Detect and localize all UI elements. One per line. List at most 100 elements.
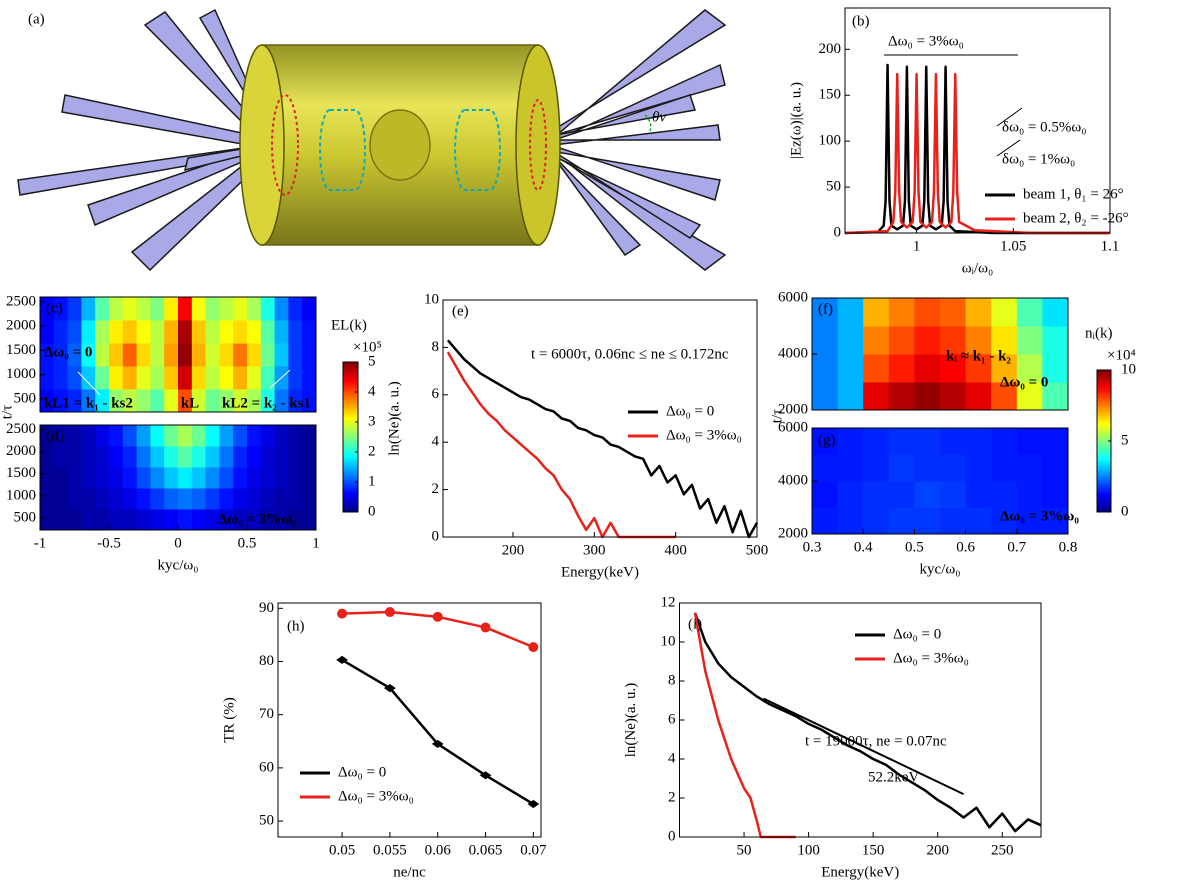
heat-cell	[812, 507, 839, 535]
annotation: kL2 = k₂ - ks1	[222, 395, 311, 411]
annotation: Δω₀ = 3%ω₀	[1000, 508, 1079, 524]
heat-cell	[863, 507, 890, 535]
heat-cell	[837, 454, 864, 482]
annotation: kL	[181, 395, 199, 411]
heat-cell	[914, 481, 941, 508]
heat-cell	[67, 389, 82, 413]
heat-cell	[40, 488, 55, 510]
heat-cell	[81, 467, 96, 489]
heat-cell	[940, 382, 967, 411]
colorbar-step	[343, 387, 358, 390]
heat-cell	[150, 488, 165, 510]
colorbar-step	[1097, 436, 1111, 440]
heat-cell	[260, 366, 276, 390]
y-tick-label: 2000	[778, 401, 808, 417]
colorbar-step	[343, 487, 358, 490]
colorbar-step	[343, 422, 358, 425]
legend-label: Δω₀ = 0	[338, 764, 386, 780]
colorbar-step	[343, 419, 358, 423]
arrow	[269, 369, 291, 389]
heat-cell	[288, 509, 303, 531]
heat-cell	[812, 326, 839, 355]
heat-cell	[991, 382, 1018, 411]
heat-cell	[164, 389, 179, 413]
heat-cell	[40, 297, 55, 321]
heat-cell	[219, 366, 234, 390]
heat-cell	[95, 425, 110, 447]
heat-cell	[219, 320, 234, 344]
colorbar-step	[1097, 455, 1111, 459]
heat-cell	[136, 509, 151, 531]
y-tick-label: 4000	[778, 472, 808, 488]
heat-cell	[164, 320, 179, 344]
colorbar-step	[343, 382, 358, 385]
y-tick-label: 50	[826, 179, 841, 195]
heat-cell	[812, 382, 839, 411]
heat-cell	[150, 366, 165, 390]
colorbar-frame	[342, 361, 359, 513]
colorbar-step	[1097, 462, 1111, 466]
colorbar-step	[343, 402, 358, 405]
heat-cell	[914, 354, 941, 383]
y-tick-label: 8	[668, 672, 676, 688]
colorbar-step	[1097, 405, 1111, 409]
heat-cell	[1016, 507, 1043, 535]
colorbar-step	[343, 497, 358, 500]
colorbar-step	[343, 409, 358, 413]
heat-cell	[914, 382, 941, 411]
colorbar-step	[1097, 457, 1111, 461]
colorbar-tick-label: 4	[368, 383, 376, 399]
heat-cell	[233, 297, 248, 321]
annotation: δω₀ = 1%ω₀	[1002, 151, 1075, 167]
colorbar-step	[1097, 384, 1111, 388]
annotation: 52.2keV	[868, 769, 919, 785]
y-tick-label: 0	[432, 528, 440, 544]
heat-cell	[122, 389, 138, 413]
heat-cell	[136, 320, 151, 344]
heat-cell	[233, 366, 248, 390]
panel-label: (c)	[46, 300, 63, 316]
y-tick-label: 200	[819, 41, 842, 57]
colorbar-step	[1097, 410, 1111, 414]
legend-label: Δω₀ = 3%ω₀	[666, 427, 742, 443]
heat-cell	[109, 366, 124, 390]
colorbar-step	[1097, 426, 1111, 430]
colorbar-step	[1097, 379, 1111, 383]
colorbar-step	[343, 429, 358, 433]
heat-cell	[136, 366, 151, 390]
heat-cell	[965, 481, 992, 508]
heat-cell	[233, 509, 248, 531]
heat-cell	[67, 488, 82, 510]
marker	[431, 739, 444, 749]
legend-label: Δω₀ = 3%ω₀	[893, 650, 969, 666]
heat-cell	[67, 446, 82, 468]
y-tick-label: 80	[259, 653, 274, 669]
heat-cell	[53, 297, 69, 321]
heat-cell	[67, 320, 82, 344]
colorbar-tick-label: 1	[368, 473, 376, 489]
y-tick-label: 60	[259, 759, 274, 775]
colorbar-step	[343, 392, 358, 395]
y-tick-label: 10	[661, 633, 676, 649]
panel-label: (d)	[46, 428, 64, 444]
colorbar-step	[343, 404, 358, 408]
colorbar-step	[343, 407, 358, 410]
heat-cell	[1042, 326, 1069, 355]
colorbar-step	[343, 472, 358, 475]
heat-cell	[109, 389, 124, 413]
heat-cell	[136, 446, 151, 468]
heat-cell	[122, 343, 138, 367]
heat-cell	[302, 488, 317, 510]
y-tick-label: 1000	[6, 366, 36, 382]
colorbar-scale: ×10⁴	[1107, 347, 1136, 363]
x-tick-label: 0.065	[469, 842, 503, 858]
colorbar-step	[1097, 495, 1111, 499]
axes-frame	[277, 602, 542, 838]
heat-cell	[233, 467, 248, 489]
legend-label: beam 1, θ₁ = 26°	[1023, 186, 1124, 202]
y-tick-label: 1500	[6, 342, 36, 358]
y-tick-label: 2000	[6, 318, 36, 334]
colorbar-step	[343, 389, 358, 393]
heat-cell	[67, 425, 82, 447]
heat-cell	[1016, 382, 1043, 411]
